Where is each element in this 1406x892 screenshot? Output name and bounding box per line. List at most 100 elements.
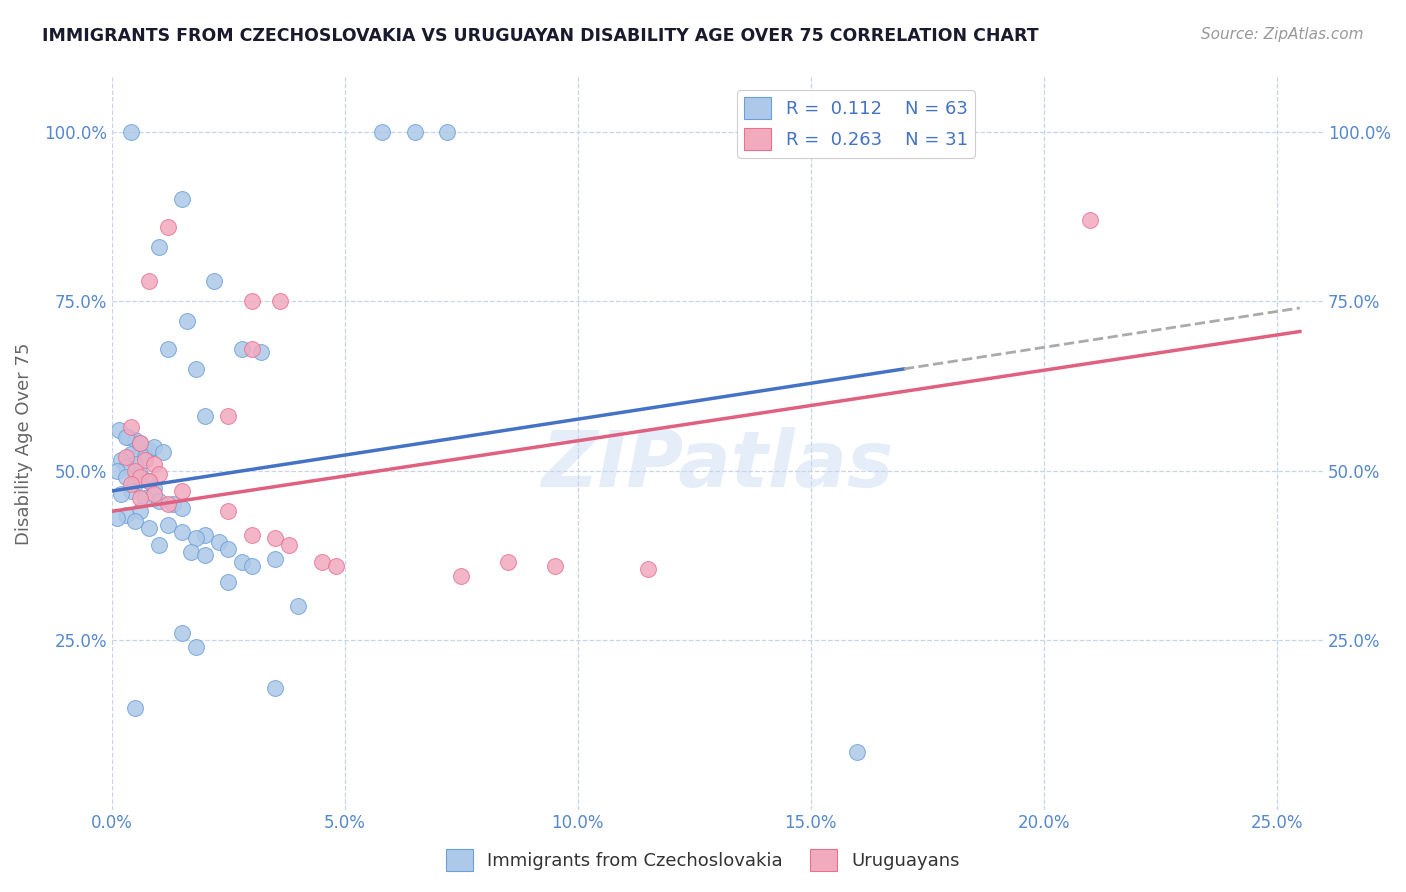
Legend: R =  0.112    N = 63, R =  0.263    N = 31: R = 0.112 N = 63, R = 0.263 N = 31 [737, 90, 974, 158]
Point [134, 491, 156, 505]
Point [148, 538, 170, 552]
Point [115, 508, 138, 522]
Point [170, 500, 193, 515]
Point [264, 551, 287, 566]
Point [134, 450, 156, 464]
Point [110, 453, 132, 467]
Point [138, 474, 160, 488]
Point [124, 457, 146, 471]
Point [115, 470, 138, 484]
Point [124, 701, 146, 715]
Point [170, 193, 193, 207]
Point [138, 443, 160, 458]
Point [204, 274, 226, 288]
Point [264, 532, 287, 546]
Point [156, 342, 179, 356]
Point [129, 436, 152, 450]
Point [134, 453, 156, 467]
Point [129, 467, 152, 481]
Point [129, 504, 152, 518]
Point [129, 440, 152, 454]
Point [148, 240, 170, 254]
Point [124, 464, 146, 478]
Point [142, 457, 165, 471]
Point [250, 345, 273, 359]
Point [138, 521, 160, 535]
Point [156, 219, 179, 234]
Legend: Immigrants from Czechoslovakia, Uruguayans: Immigrants from Czechoslovakia, Uruguaya… [439, 842, 967, 879]
Point [846, 745, 869, 759]
Point [162, 498, 184, 512]
Text: IMMIGRANTS FROM CZECHOSLOVAKIA VS URUGUAYAN DISABILITY AGE OVER 75 CORRELATION C: IMMIGRANTS FROM CZECHOSLOVAKIA VS URUGUA… [42, 27, 1039, 45]
Point [105, 511, 128, 525]
Point [217, 504, 239, 518]
Point [115, 460, 138, 475]
Point [115, 450, 138, 464]
Point [240, 558, 263, 573]
Point [138, 274, 160, 288]
Point [184, 532, 207, 546]
Point [105, 464, 128, 478]
Point [184, 640, 207, 654]
Point [120, 447, 142, 461]
Point [148, 467, 170, 481]
Point [269, 294, 291, 309]
Point [124, 433, 146, 447]
Text: ZIPatlas: ZIPatlas [541, 427, 894, 503]
Point [170, 524, 193, 539]
Point [156, 517, 179, 532]
Point [217, 409, 239, 424]
Point [436, 125, 458, 139]
Point [637, 562, 659, 576]
Point [129, 436, 152, 450]
Y-axis label: Disability Age Over 75: Disability Age Over 75 [15, 343, 32, 545]
Point [543, 558, 565, 573]
Point [404, 125, 426, 139]
Point [110, 487, 132, 501]
Point [1078, 212, 1101, 227]
Point [194, 549, 217, 563]
Point [129, 491, 152, 505]
Point [240, 342, 263, 356]
Point [496, 555, 519, 569]
Point [184, 362, 207, 376]
Point [194, 528, 217, 542]
Point [194, 409, 217, 424]
Point [240, 528, 263, 542]
Point [138, 474, 160, 488]
Point [264, 681, 287, 695]
Point [170, 626, 193, 640]
Point [180, 545, 202, 559]
Point [129, 470, 152, 484]
Point [170, 483, 193, 498]
Point [142, 487, 165, 501]
Point [124, 515, 146, 529]
Point [156, 498, 179, 512]
Point [231, 342, 253, 356]
Point [120, 419, 142, 434]
Point [117, 430, 139, 444]
Point [278, 538, 301, 552]
Point [120, 125, 142, 139]
Point [148, 494, 170, 508]
Point [142, 440, 165, 454]
Point [108, 423, 131, 437]
Point [311, 555, 333, 569]
Point [176, 314, 198, 328]
Point [120, 477, 142, 491]
Text: Source: ZipAtlas.com: Source: ZipAtlas.com [1201, 27, 1364, 42]
Point [124, 477, 146, 491]
Point [208, 534, 231, 549]
Point [142, 481, 165, 495]
Point [450, 568, 472, 582]
Point [115, 430, 138, 444]
Point [325, 558, 347, 573]
Point [217, 541, 239, 556]
Point [240, 294, 263, 309]
Point [287, 599, 309, 614]
Point [152, 444, 174, 458]
Point [231, 555, 253, 569]
Point [120, 483, 142, 498]
Point [217, 575, 239, 590]
Point [371, 125, 394, 139]
